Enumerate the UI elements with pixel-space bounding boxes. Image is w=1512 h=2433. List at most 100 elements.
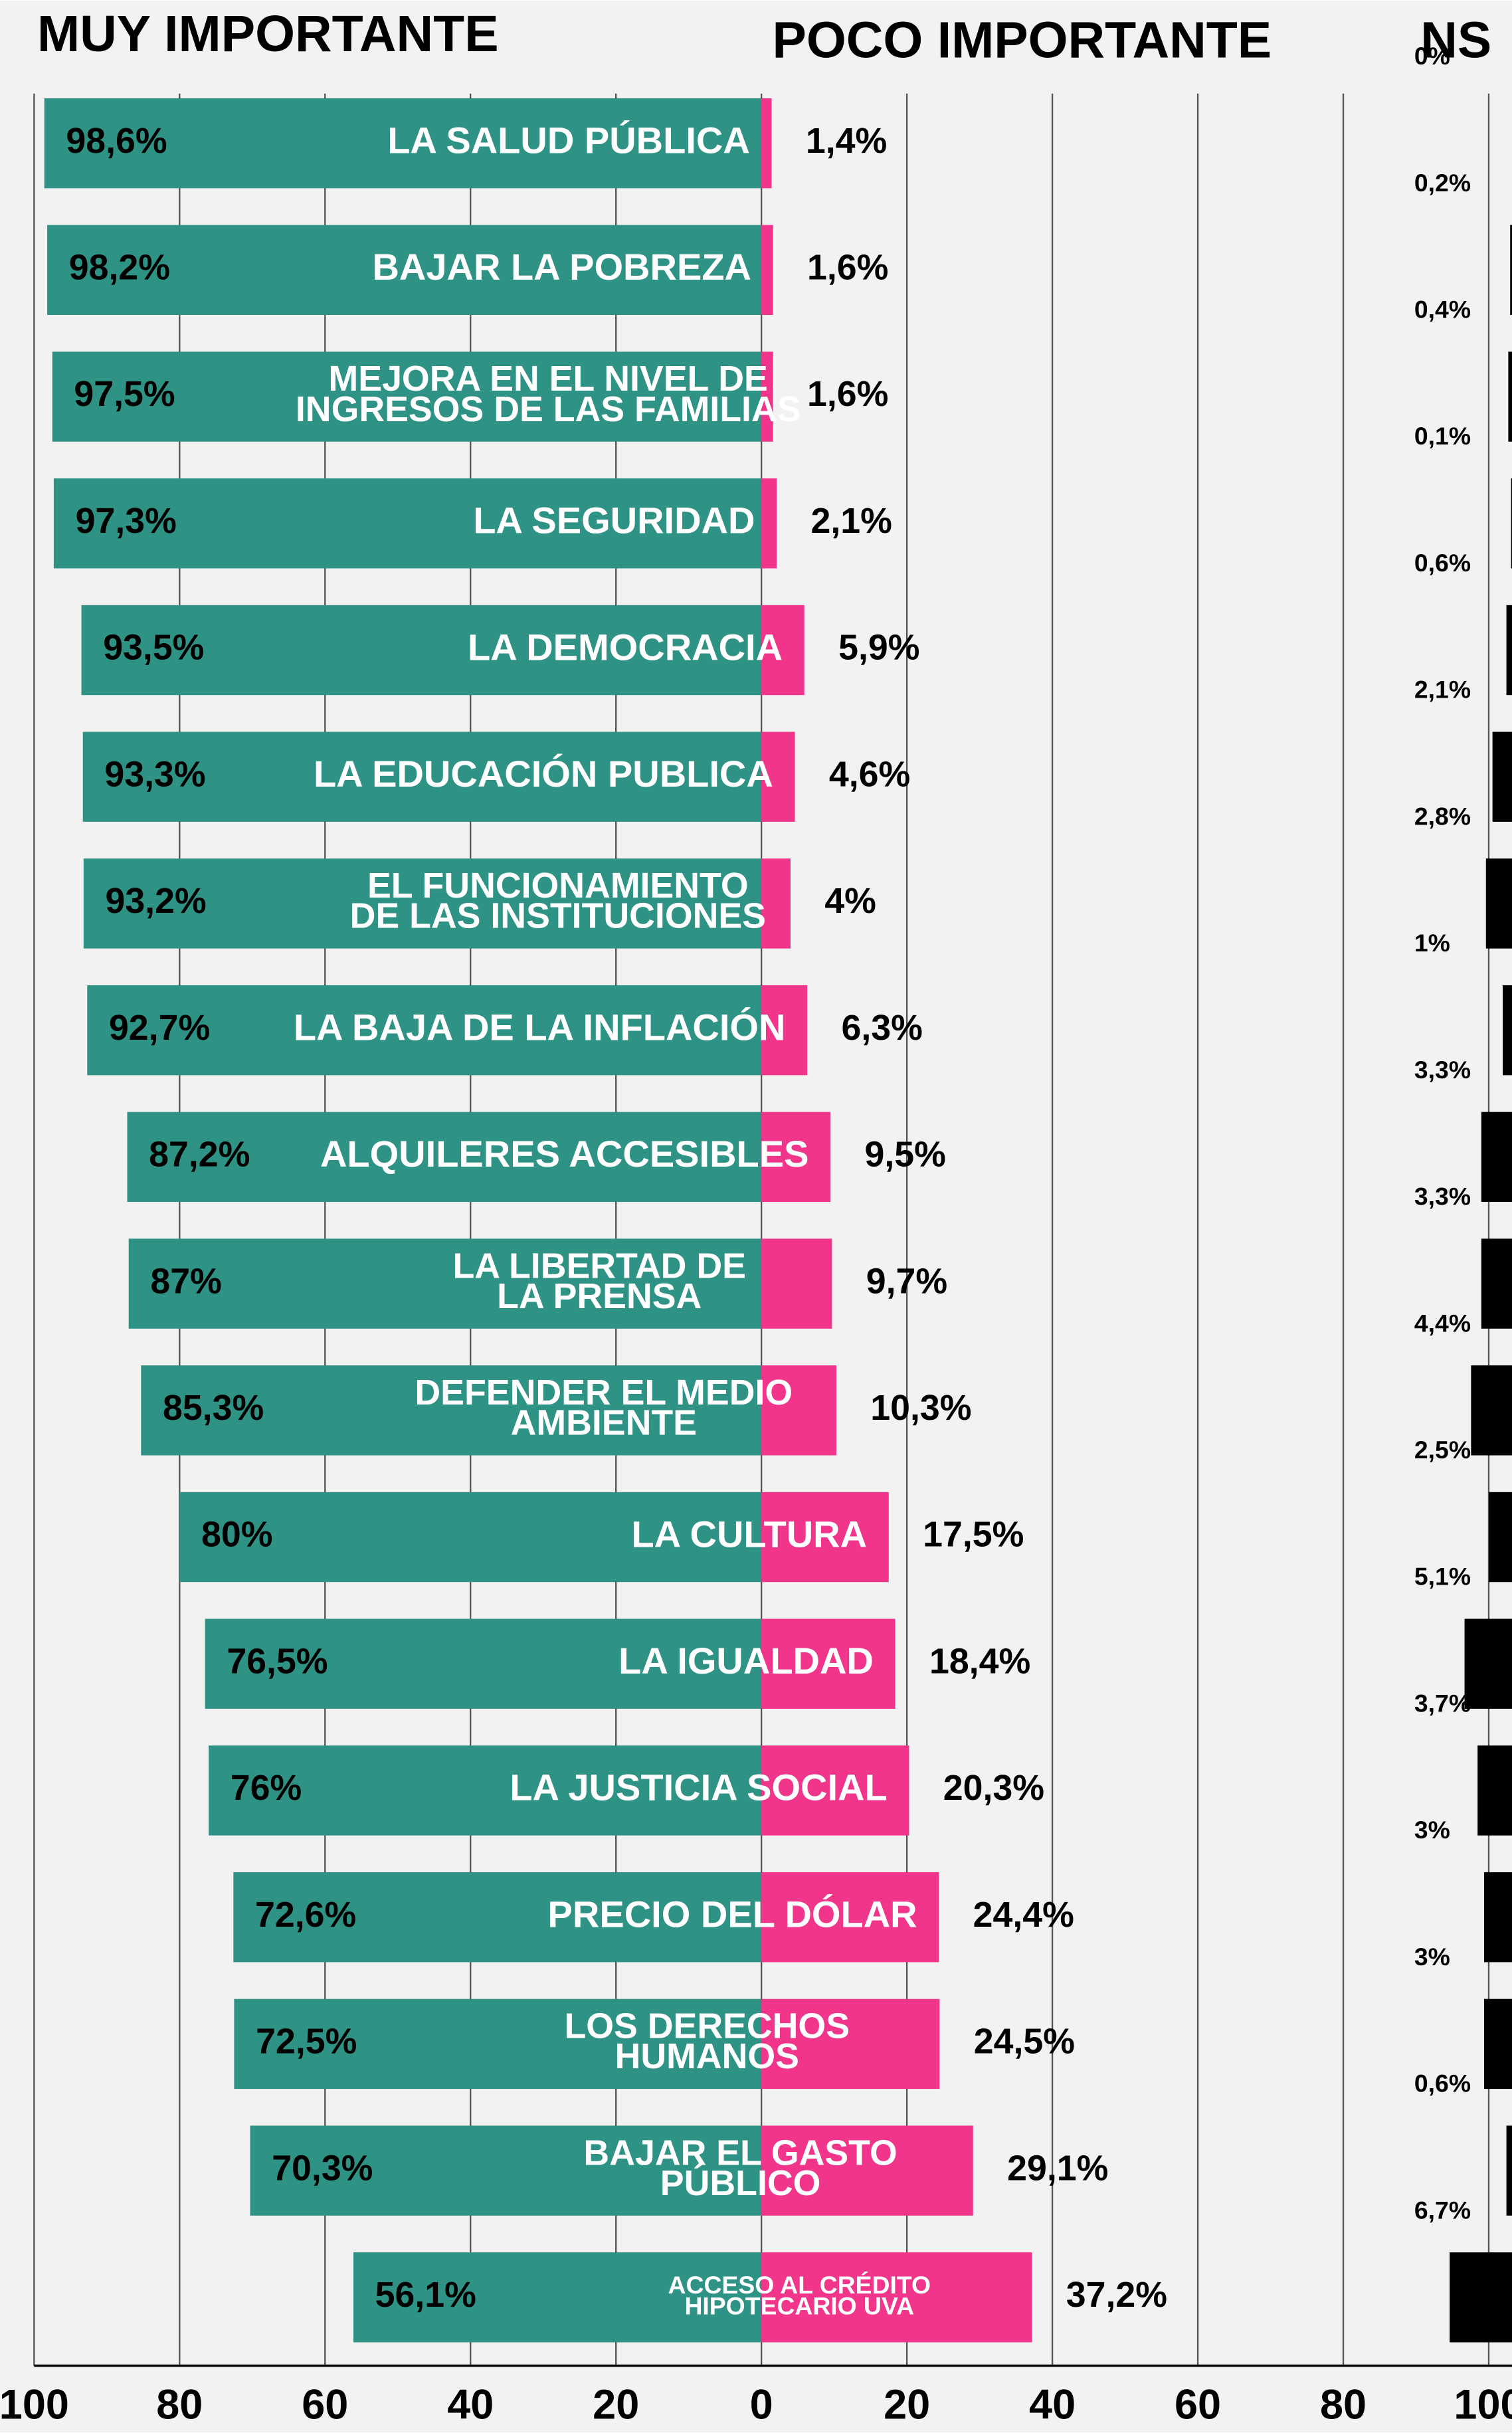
bar-poco	[761, 985, 808, 1076]
label-poco: 24,4%	[973, 1895, 1074, 1935]
label-muy: 76%	[231, 1768, 302, 1808]
label-ns: 0,2%	[1414, 169, 1471, 197]
bar-poco	[761, 1998, 940, 2090]
label-muy: 92,7%	[109, 1008, 210, 1048]
bar-ns	[1477, 1745, 1512, 1836]
label-ns: 0,6%	[1414, 549, 1471, 577]
category-label: BAJAR LA POBREZA	[372, 246, 751, 288]
bar-muy	[52, 351, 762, 442]
label-muy: 93,2%	[105, 881, 206, 921]
bar-ns	[1483, 1998, 1512, 2090]
category-label: LA SEGURIDAD	[473, 500, 755, 541]
label-poco: 2,1%	[811, 501, 892, 541]
x-tick-label: 100	[1454, 2381, 1512, 2428]
label-muy: 56,1%	[375, 2275, 476, 2315]
label-muy: 97,5%	[74, 374, 175, 414]
label-poco: 1,6%	[807, 374, 888, 414]
bar-poco	[761, 2125, 973, 2216]
bar-muy	[234, 1998, 762, 2090]
bar-muy	[128, 1238, 762, 1329]
bar-muy	[209, 1745, 762, 1836]
label-muy: 87%	[150, 1261, 221, 1301]
category-label: LA IGUALDAD	[618, 1640, 874, 1682]
x-tick-label: 60	[1175, 2381, 1221, 2428]
label-muy: 80%	[201, 1515, 272, 1555]
bar-poco	[761, 1365, 836, 1456]
label-poco: 1,6%	[807, 248, 888, 288]
bar-muy	[81, 605, 762, 696]
label-poco: 37,2%	[1066, 2275, 1167, 2315]
x-tick-label: 60	[302, 2381, 348, 2428]
label-muy: 98,6%	[66, 121, 167, 161]
label-poco: 20,3%	[943, 1768, 1044, 1808]
category-label: MEJORA EN EL NIVEL DE INGRESOS DE LAS FAM…	[296, 359, 801, 429]
bar-ns	[1471, 1365, 1512, 1456]
bar-muy	[87, 985, 762, 1076]
bar-ns	[1485, 858, 1512, 949]
label-poco: 9,5%	[865, 1135, 946, 1175]
x-tick-label: 80	[156, 2381, 203, 2428]
category-label: LA CULTURA	[631, 1513, 867, 1555]
label-muy: 93,5%	[103, 628, 204, 668]
label-muy: 85,3%	[163, 1388, 264, 1428]
bar-poco	[761, 1492, 889, 1583]
bar-muy	[250, 2125, 762, 2216]
label-ns: 5,1%	[1414, 1563, 1471, 1591]
category-label: LA JUSTICIA SOCIAL	[510, 1767, 887, 1808]
bar-ns	[1508, 351, 1512, 442]
label-ns: 3,3%	[1414, 1056, 1471, 1084]
label-poco: 1,4%	[806, 121, 887, 161]
bar-muy	[83, 858, 762, 949]
bar-poco	[761, 98, 772, 189]
bar-ns	[1450, 2252, 1512, 2343]
label-ns: 0,6%	[1414, 2070, 1471, 2097]
bar-poco	[761, 1618, 896, 1709]
bar-poco	[761, 2252, 1032, 2343]
label-poco: 6,3%	[841, 1008, 922, 1048]
bar-muy	[127, 1112, 762, 1203]
bar-muy	[353, 2252, 762, 2343]
bar-ns	[1510, 225, 1512, 316]
x-tick-label: 40	[447, 2381, 494, 2428]
bar-muy	[179, 1492, 762, 1583]
bar-poco	[761, 1872, 939, 1963]
label-ns: 3%	[1414, 1816, 1450, 1844]
bar-muy	[53, 478, 762, 569]
bar-ns	[1481, 1112, 1512, 1203]
category-label: ACCESO AL CRÉDITO HIPOTECARIO UVA	[668, 2271, 931, 2320]
bar-muy	[233, 1872, 762, 1963]
label-poco: 4,6%	[829, 754, 910, 794]
bar-ns	[1511, 478, 1512, 569]
category-label: LA DEMOCRACIA	[468, 626, 783, 668]
label-ns: 2,5%	[1414, 1436, 1471, 1464]
label-poco: 17,5%	[923, 1515, 1024, 1555]
category-label: LA LIBERTAD DE LA PRENSA	[453, 1246, 746, 1316]
bar-muy	[141, 1365, 762, 1456]
bar-muy	[47, 225, 762, 316]
label-muy: 98,2%	[69, 248, 170, 288]
label-muy: 72,5%	[256, 2022, 357, 2062]
category-label: BAJAR EL GASTO PÚBLICO	[583, 2133, 897, 2203]
bar-poco	[761, 225, 773, 316]
label-ns: 3%	[1414, 1943, 1450, 1971]
x-tick-label: 0	[750, 2381, 773, 2428]
label-ns: 2,8%	[1414, 802, 1471, 830]
label-muy: 93,3%	[104, 754, 205, 794]
bar-muy	[82, 731, 762, 822]
bar-muy	[44, 98, 762, 189]
bar-ns	[1483, 1872, 1512, 1963]
bar-ns	[1502, 985, 1512, 1076]
bar-ns	[1488, 1492, 1512, 1583]
label-ns: 0%	[1414, 42, 1450, 70]
label-poco: 5,9%	[838, 628, 919, 668]
category-label: LA SALUD PÚBLICA	[387, 119, 750, 161]
category-label: LA BAJA DE LA INFLACIÓN	[294, 1006, 786, 1048]
label-poco: 10,3%	[870, 1388, 971, 1428]
legend-poco: POCO IMPORTANTE	[773, 12, 1272, 69]
bar-ns	[1506, 2125, 1512, 2216]
label-poco: 29,1%	[1007, 2148, 1108, 2188]
label-ns: 6,7%	[1414, 2196, 1471, 2224]
bar-poco	[761, 478, 777, 569]
